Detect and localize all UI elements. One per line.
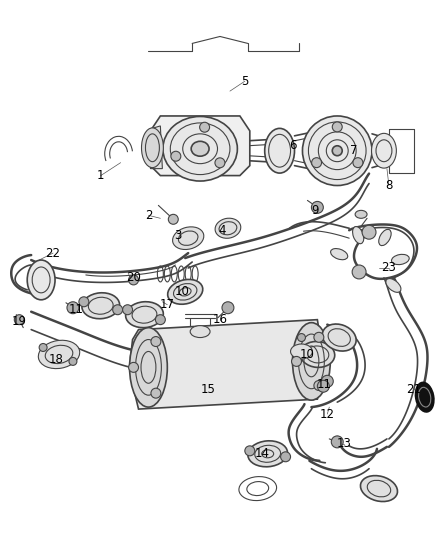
Ellipse shape [215, 218, 241, 238]
Ellipse shape [265, 128, 294, 173]
Text: 11: 11 [68, 303, 83, 316]
Text: 7: 7 [350, 144, 358, 157]
Circle shape [311, 158, 321, 168]
Ellipse shape [300, 342, 335, 367]
Text: 9: 9 [311, 204, 319, 217]
Circle shape [311, 201, 323, 213]
Circle shape [297, 334, 305, 342]
Text: 4: 4 [218, 224, 226, 237]
Circle shape [314, 381, 324, 391]
Text: 10: 10 [300, 348, 315, 361]
Text: 18: 18 [49, 353, 64, 366]
Circle shape [200, 122, 209, 132]
Circle shape [332, 122, 342, 132]
Text: 22: 22 [46, 247, 60, 260]
Ellipse shape [141, 128, 163, 168]
Circle shape [129, 362, 138, 373]
Circle shape [79, 297, 89, 307]
Ellipse shape [322, 324, 356, 351]
Ellipse shape [392, 254, 409, 264]
Text: 13: 13 [337, 438, 352, 450]
Ellipse shape [290, 344, 312, 359]
Circle shape [321, 375, 333, 387]
Text: 3: 3 [175, 229, 182, 241]
Circle shape [168, 214, 178, 224]
Ellipse shape [130, 328, 167, 407]
Circle shape [123, 305, 133, 314]
Text: 20: 20 [126, 271, 141, 285]
Ellipse shape [353, 227, 364, 244]
Text: 16: 16 [212, 313, 227, 326]
Ellipse shape [416, 382, 434, 412]
Text: 17: 17 [160, 298, 175, 311]
Text: 23: 23 [381, 262, 396, 274]
Circle shape [155, 314, 165, 325]
Ellipse shape [379, 229, 391, 246]
Ellipse shape [82, 293, 120, 319]
Polygon shape [131, 320, 324, 409]
Circle shape [331, 436, 343, 448]
Ellipse shape [355, 211, 367, 219]
Ellipse shape [386, 279, 401, 292]
Text: 1: 1 [97, 169, 105, 182]
Circle shape [318, 380, 329, 392]
Circle shape [67, 302, 79, 314]
Circle shape [314, 333, 324, 342]
Circle shape [352, 265, 366, 279]
Circle shape [151, 336, 161, 346]
Text: 14: 14 [254, 447, 269, 461]
Text: 11: 11 [317, 378, 332, 391]
Ellipse shape [163, 116, 237, 181]
Circle shape [113, 305, 123, 314]
Ellipse shape [293, 322, 330, 400]
Polygon shape [150, 126, 162, 168]
Circle shape [353, 158, 363, 168]
Circle shape [362, 225, 376, 239]
Circle shape [215, 158, 225, 168]
Ellipse shape [126, 302, 163, 328]
Circle shape [151, 388, 161, 398]
Text: 15: 15 [201, 383, 215, 395]
Ellipse shape [360, 475, 398, 502]
Circle shape [222, 302, 234, 314]
Ellipse shape [173, 227, 204, 249]
Text: 12: 12 [320, 408, 335, 421]
Circle shape [171, 151, 181, 161]
Ellipse shape [39, 340, 80, 369]
Ellipse shape [248, 441, 287, 467]
Circle shape [69, 358, 77, 365]
Ellipse shape [191, 141, 209, 156]
Ellipse shape [331, 248, 348, 260]
Polygon shape [150, 116, 250, 175]
Ellipse shape [332, 146, 342, 156]
Circle shape [245, 446, 255, 456]
Ellipse shape [168, 279, 203, 304]
Text: 10: 10 [175, 285, 190, 298]
Circle shape [129, 275, 138, 285]
Text: 2: 2 [145, 209, 152, 222]
Text: 8: 8 [385, 179, 392, 192]
Circle shape [39, 343, 47, 351]
Circle shape [292, 357, 301, 366]
Circle shape [14, 314, 24, 325]
Ellipse shape [371, 133, 396, 168]
Text: 21: 21 [406, 383, 421, 395]
Text: 5: 5 [241, 75, 248, 88]
Ellipse shape [303, 116, 372, 185]
Circle shape [281, 452, 290, 462]
Text: 6: 6 [289, 139, 296, 152]
Text: 19: 19 [12, 315, 27, 328]
Ellipse shape [190, 326, 210, 337]
Ellipse shape [27, 260, 55, 300]
